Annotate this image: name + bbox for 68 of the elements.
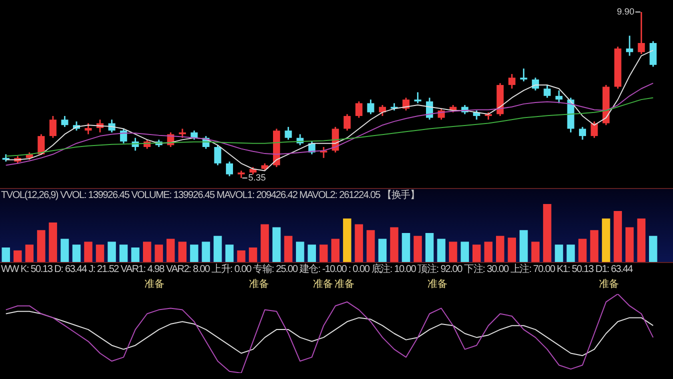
bar: [284, 236, 292, 262]
bar: [578, 238, 587, 262]
bar: [437, 238, 446, 262]
bar: [131, 248, 140, 262]
bar: [543, 204, 552, 262]
text: 准备: [144, 278, 165, 290]
bar: [508, 238, 516, 262]
bar: [520, 230, 528, 262]
chart-title: TVOL(12,26,9) VVOL: 139926.45 VOLUME: 139926.45 MAVOL1: 209426.42 MAVOL2: 261224.05 【换手】: [0, 189, 420, 202]
bar: [202, 242, 210, 262]
bar: [190, 244, 198, 262]
bar: [320, 244, 328, 262]
bar: [166, 238, 175, 262]
bar: [460, 242, 469, 262]
bar: [214, 236, 222, 262]
bar: [366, 230, 375, 262]
annotation: 5.35: [248, 172, 266, 182]
bar: [260, 224, 269, 262]
text: 准备: [334, 278, 354, 290]
bar: [178, 242, 187, 262]
bar: [72, 244, 81, 262]
bar: [637, 218, 646, 262]
bar: [60, 238, 69, 262]
bar: [414, 236, 422, 262]
bar: [390, 227, 398, 262]
bar: [472, 244, 481, 262]
bar: [237, 250, 246, 262]
bar: [14, 250, 22, 262]
bar: [402, 233, 410, 262]
bar: [142, 242, 152, 262]
bar: [531, 242, 540, 262]
chart-title: WW K: 50.13 D: 63.44 J: 21.52 VAR1: 4.98 VAR2: 8.00 上升: 0.00 专输: 25.00 建仓: -10.00 : 0.00 底注: 10.00 顶注: 92.00 下注: 30.00 上注: 70.00 K1: 50.13 D1: 63.44: [0, 263, 634, 276]
bar: [84, 242, 92, 262]
bar: [343, 218, 352, 262]
text: 准备: [249, 278, 270, 290]
bar: [648, 236, 658, 262]
bar: [354, 224, 364, 262]
bar: [2, 248, 10, 262]
text: 准备: [312, 278, 333, 290]
bar: [331, 238, 340, 262]
bar: [225, 244, 234, 262]
bar: [308, 244, 316, 262]
bar: [554, 244, 564, 262]
annotation: 9.90: [616, 6, 634, 16]
candlestick: [520, 68, 528, 82]
bar: [566, 244, 575, 262]
bar: [248, 248, 258, 262]
bar: [425, 233, 434, 262]
bar: [25, 244, 34, 262]
bar: [448, 242, 458, 262]
bar: [96, 244, 104, 262]
bar: [590, 230, 598, 262]
text: 准备: [598, 278, 619, 290]
bar: [108, 242, 116, 262]
bar: [119, 244, 128, 262]
bar: [378, 238, 387, 262]
bar: [37, 230, 46, 262]
bar: [48, 222, 58, 262]
bar: [154, 244, 163, 262]
bar: [296, 242, 304, 262]
text: 准备: [427, 278, 448, 290]
bar: [614, 210, 622, 262]
bar: [496, 236, 504, 262]
bar: [272, 227, 281, 262]
bar: [625, 227, 634, 262]
bar: [484, 242, 492, 262]
bar: [602, 218, 610, 262]
candlestick: [626, 36, 634, 56]
